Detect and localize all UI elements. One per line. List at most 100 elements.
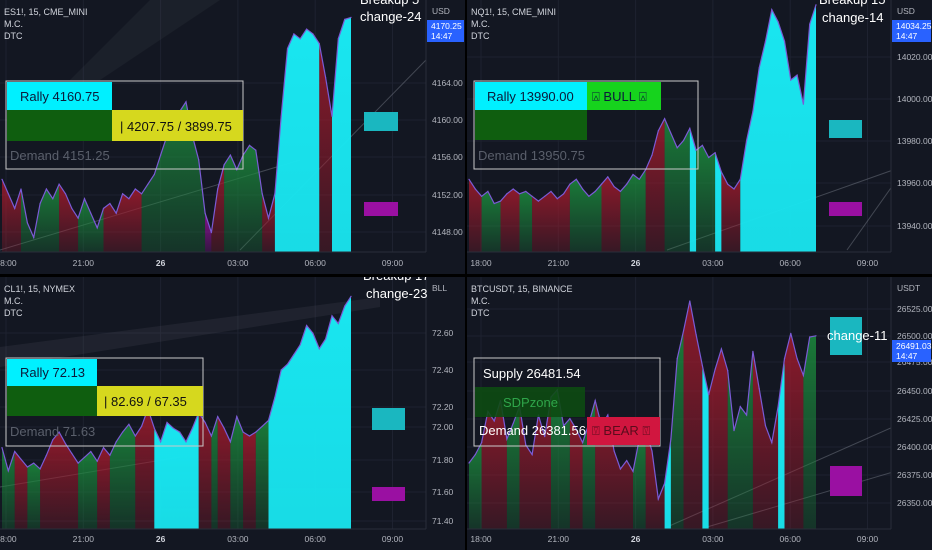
area-segment-cyan — [778, 358, 785, 529]
price-point — [525, 190, 527, 192]
price-point — [198, 159, 200, 161]
price-point — [682, 139, 685, 142]
time-tick-label: 06:00 — [305, 258, 327, 268]
price-axis-bg — [426, 277, 465, 550]
price-point — [306, 324, 308, 327]
price-point — [90, 450, 92, 453]
indicator-dtc[interactable]: DTC — [471, 31, 490, 41]
chart-panel-nq[interactable]: USD 14020.00 14000.00 13980.00 13960.00 13940… — [467, 0, 932, 274]
chart-panel-cl[interactable]: BLL 72.60 72.40 72.20 72.00 71.80 71.60 71.40 18… — [0, 277, 465, 550]
price-point — [261, 425, 263, 427]
price-point — [563, 425, 565, 427]
price-tick-label: 26500.00 — [897, 331, 932, 341]
last-price-time: 14:47 — [431, 31, 453, 41]
chart-canvas-btc[interactable]: USDT26525.0026500.0026475.0026450.002642… — [467, 277, 932, 550]
breakup-marker — [829, 120, 862, 138]
price-point — [487, 190, 489, 192]
price-point — [746, 414, 748, 416]
time-tick-label: 21:00 — [73, 534, 95, 544]
price-point — [109, 202, 111, 205]
breakup-marker — [372, 408, 405, 430]
chart-canvas-cl[interactable]: BLL 72.60 72.40 72.20 72.00 71.80 71.60 71.40 18… — [0, 277, 465, 550]
price-point — [160, 154, 162, 156]
chart-panel-es[interactable]: USD 4164.00 4160.00 4156.00 4152.00 4148.00 41… — [0, 0, 465, 274]
price-axis: USDT26525.0026500.0026475.0026450.002642… — [890, 277, 932, 550]
price-axis: USD 14020.00 14000.00 13980.00 13960.00 13940… — [890, 0, 932, 274]
area-segment-green — [21, 184, 60, 252]
price-point — [777, 21, 779, 23]
symbol-label[interactable]: CL1!, 15, NYMEX — [4, 284, 76, 294]
price-point — [525, 444, 527, 446]
price-point — [701, 144, 703, 146]
price-point — [600, 183, 603, 185]
price-axis-bg — [426, 0, 465, 274]
price-point — [783, 358, 786, 360]
price-point — [582, 442, 584, 444]
price-point — [58, 431, 60, 433]
price-point — [77, 217, 79, 219]
area-segment-red — [217, 416, 231, 529]
indicator-mc[interactable]: M.C. — [4, 19, 23, 29]
symbol-label[interactable]: BTCUSDT, 15, BINANCE — [471, 284, 573, 294]
price-point — [20, 188, 22, 190]
area-segment-red — [198, 412, 212, 529]
price-point — [499, 200, 502, 202]
price-point — [217, 188, 219, 190]
price-point — [783, 40, 786, 42]
price-point — [714, 152, 716, 154]
price-point — [141, 193, 143, 195]
chart-canvas-nq[interactable]: USD 14020.00 14000.00 13980.00 13960.00 13940… — [467, 0, 932, 274]
price-point — [607, 414, 609, 416]
price-tick-label: 71.60 — [432, 487, 454, 497]
area-segment-cyan — [154, 412, 199, 529]
breakup-label: Breakup 17 — [363, 277, 430, 283]
area-segment-red — [40, 432, 79, 529]
price-point — [746, 139, 748, 142]
area-segment-red — [135, 408, 155, 529]
time-tick-label: 03:00 — [227, 534, 249, 544]
price-point — [293, 33, 295, 35]
time-tick-label: 18:00 — [470, 534, 492, 544]
price-point — [758, 67, 760, 69]
price-tick-label: 26525.00 — [897, 304, 932, 314]
change-label: change-24 — [360, 9, 421, 24]
area-segment-cyan — [715, 152, 722, 252]
price-point — [77, 462, 79, 464]
price-point — [619, 468, 621, 470]
price-point — [33, 236, 35, 239]
indicator-dtc[interactable]: DTC — [4, 308, 23, 318]
price-tick-label: 72.60 — [432, 328, 454, 338]
change-label: change-14 — [822, 10, 883, 25]
area-segment-red — [708, 349, 728, 529]
price-point — [758, 388, 760, 390]
symbol-label[interactable]: NQ1!, 15, CME_MINI — [471, 7, 557, 17]
chart-panel-btc[interactable]: USDT26525.0026500.0026475.0026450.002642… — [467, 277, 932, 550]
price-point — [318, 43, 320, 45]
price-tick-label: 72.00 — [432, 422, 454, 432]
indicator-mc[interactable]: M.C. — [4, 296, 23, 306]
area-segment-red — [211, 164, 225, 252]
price-tick-label: 13960.00 — [897, 178, 932, 188]
price-point — [210, 232, 212, 234]
trend-channel — [0, 297, 380, 367]
price-point — [752, 350, 754, 352]
area-segment-magenta — [205, 213, 212, 252]
indicator-mc[interactable]: M.C. — [471, 296, 490, 306]
price-tick-label: 26425.00 — [897, 414, 932, 424]
indicator-dtc[interactable]: DTC — [471, 308, 490, 318]
price-tick-label: 26450.00 — [897, 386, 932, 396]
demand-label: Demand 26381.56 — [479, 423, 586, 438]
symbol-label[interactable]: ES1!, 15, CME_MINI — [4, 7, 88, 17]
indicator-mc[interactable]: M.C. — [471, 19, 490, 29]
price-point — [802, 374, 804, 376]
price-point — [261, 193, 263, 195]
price-point — [733, 188, 735, 190]
price-point — [274, 193, 276, 195]
indicator-dtc[interactable]: DTC — [4, 31, 23, 41]
rally-label: Rally 72.13 — [20, 365, 85, 380]
price-point — [318, 348, 320, 350]
chart-canvas-es[interactable]: USD 4164.00 4160.00 4156.00 4152.00 4148.00 41… — [0, 0, 465, 274]
time-tick-label: 03:00 — [702, 258, 724, 268]
price-axis-bg — [891, 0, 932, 274]
price-point — [210, 435, 212, 437]
